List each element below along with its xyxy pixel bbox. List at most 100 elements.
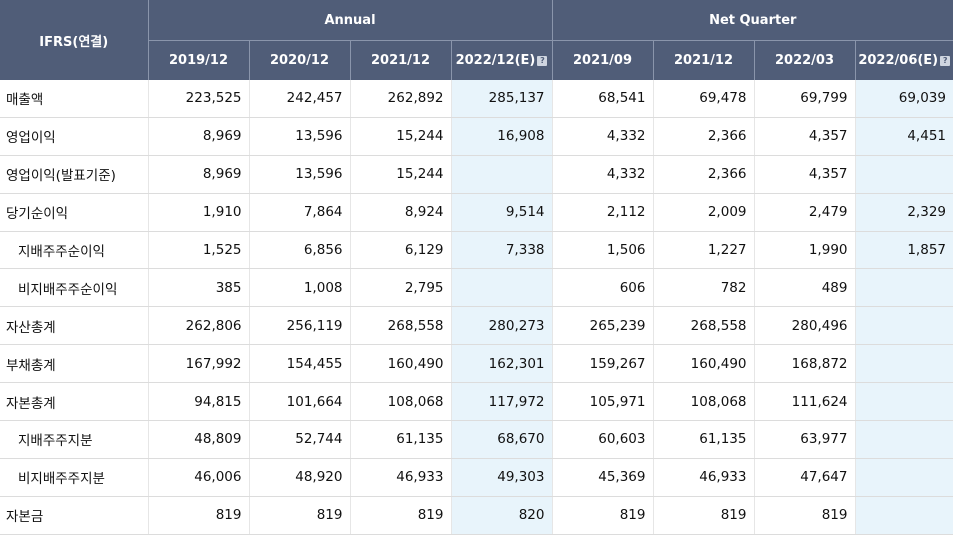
value-cell — [854, 344, 953, 384]
value-cell: 280,496 — [753, 306, 855, 346]
value-cell: 160,490 — [652, 344, 754, 384]
value-cell: 265,239 — [551, 306, 653, 346]
value-cell: 262,806 — [147, 306, 249, 346]
column-header-2019-12: 2019/12 — [147, 40, 249, 80]
value-cell: 385 — [147, 268, 249, 308]
table-row: 영업이익 8,969 13,596 15,244 16,908 4,332 2,366 4,3… — [0, 117, 953, 156]
column-header-2021-09: 2021/09 — [551, 40, 653, 80]
value-cell: 46,933 — [652, 458, 754, 497]
value-cell: 160,490 — [349, 344, 451, 384]
value-cell: 4,357 — [753, 155, 855, 194]
row-label: 영업이익(발표기준) — [0, 155, 148, 194]
row-label: 당기순이익 — [0, 193, 148, 232]
value-cell: 2,112 — [551, 193, 653, 232]
quarter-group-header: Net Quarter — [551, 0, 953, 41]
column-header-2020-12: 2020/12 — [248, 40, 350, 80]
annual-group-header: Annual — [148, 0, 552, 41]
column-header-label: 2022/06(E) — [858, 53, 939, 68]
value-cell — [854, 268, 953, 308]
value-cell: 15,244 — [349, 117, 451, 156]
value-cell: 167,992 — [147, 344, 249, 384]
value-cell: 4,357 — [753, 117, 855, 156]
value-cell: 7,864 — [248, 193, 350, 232]
value-cell: 4,451 — [854, 117, 953, 156]
value-cell: 1,227 — [652, 231, 754, 270]
column-header-label: 2021/09 — [572, 53, 633, 68]
value-cell: 8,969 — [147, 117, 249, 156]
value-cell: 68,670 — [450, 420, 552, 459]
value-cell: 154,455 — [248, 344, 350, 384]
value-cell: 9,514 — [450, 193, 552, 232]
row-label: 비지배주주지분 — [0, 458, 148, 497]
table-row: 지배주주지분 48,809 52,744 61,135 68,670 60,603 61,1… — [0, 420, 953, 459]
row-label: 지배주주지분 — [0, 420, 148, 459]
table-row: 자산총계 262,806 256,119 268,558 280,273 265,239 2… — [0, 306, 953, 346]
question-icon[interactable]: ? — [537, 56, 548, 66]
value-cell — [854, 458, 953, 497]
value-cell: 46,933 — [349, 458, 451, 497]
value-cell: 4,332 — [551, 155, 653, 194]
value-cell: 242,457 — [248, 80, 350, 118]
value-cell: 1,525 — [147, 231, 249, 270]
table-row: 영업이익(발표기준) 8,969 13,596 15,244 4,332 2,366 4,3… — [0, 155, 953, 194]
value-cell: 782 — [652, 268, 754, 308]
value-cell: 606 — [551, 268, 653, 308]
value-cell: 2,009 — [652, 193, 754, 232]
row-label: 자산총계 — [0, 306, 148, 346]
table-corner-header: IFRS(연결) — [0, 0, 149, 80]
value-cell: 2,366 — [652, 117, 754, 156]
value-cell: 2,329 — [854, 193, 953, 232]
value-cell — [854, 155, 953, 194]
row-label: 부채총계 — [0, 344, 148, 384]
value-cell: 2,479 — [753, 193, 855, 232]
table-row: 부채총계 167,992 154,455 160,490 162,301 159,267 1… — [0, 344, 953, 384]
value-cell: 101,664 — [248, 382, 350, 422]
value-cell: 105,971 — [551, 382, 653, 422]
value-cell: 69,478 — [652, 80, 754, 118]
value-cell: 819 — [652, 496, 754, 535]
value-cell: 94,815 — [147, 382, 249, 422]
value-cell: 8,924 — [349, 193, 451, 232]
row-label: 매출액 — [0, 80, 148, 118]
value-cell: 48,809 — [147, 420, 249, 459]
value-cell: 819 — [248, 496, 350, 535]
value-cell: 117,972 — [450, 382, 552, 422]
value-cell: 69,799 — [753, 80, 855, 118]
column-header-2022-06-e: 2022/06(E)? — [854, 40, 953, 80]
value-cell: 63,977 — [753, 420, 855, 459]
value-cell: 47,647 — [753, 458, 855, 497]
value-cell: 16,908 — [450, 117, 552, 156]
value-cell: 7,338 — [450, 231, 552, 270]
table-row: 지배주주순이익 1,525 6,856 6,129 7,338 1,506 1,227 1,9… — [0, 231, 953, 270]
table-row: 매출액 223,525 242,457 262,892 285,137 68,541 69,… — [0, 80, 953, 118]
header-group-row: IFRS(연결) Annual Net Quarter — [0, 0, 953, 80]
value-cell: 108,068 — [652, 382, 754, 422]
value-cell: 159,267 — [551, 344, 653, 384]
value-cell: 13,596 — [248, 117, 350, 156]
value-cell: 819 — [147, 496, 249, 535]
column-header-row: 2019/12 2020/12 2021/12 2022/12(E)? 2021/09 2… — [0, 40, 953, 80]
value-cell: 52,744 — [248, 420, 350, 459]
table-row: 비지배주주순이익 385 1,008 2,795 606 782 489 — [0, 268, 953, 308]
value-cell: 6,129 — [349, 231, 451, 270]
value-cell: 111,624 — [753, 382, 855, 422]
row-label: 지배주주순이익 — [0, 231, 148, 270]
value-cell — [854, 420, 953, 459]
value-cell: 49,303 — [450, 458, 552, 497]
value-cell: 489 — [753, 268, 855, 308]
value-cell: 8,969 — [147, 155, 249, 194]
question-icon[interactable]: ? — [940, 56, 951, 66]
value-cell — [450, 155, 552, 194]
value-cell: 168,872 — [753, 344, 855, 384]
value-cell: 108,068 — [349, 382, 451, 422]
value-cell: 223,525 — [147, 80, 249, 118]
value-cell: 13,596 — [248, 155, 350, 194]
value-cell: 6,856 — [248, 231, 350, 270]
value-cell: 162,301 — [450, 344, 552, 384]
value-cell: 1,506 — [551, 231, 653, 270]
row-label: 비지배주주순이익 — [0, 268, 148, 308]
value-cell: 68,541 — [551, 80, 653, 118]
row-label: 영업이익 — [0, 117, 148, 156]
value-cell: 285,137 — [450, 80, 552, 118]
